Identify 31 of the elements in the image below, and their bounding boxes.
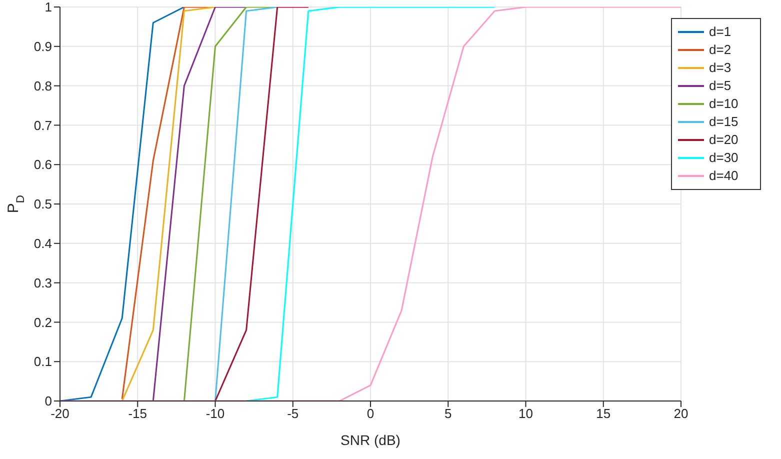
legend-label: d=10 [709,95,738,113]
legend-label: d=20 [709,131,738,149]
y-tick-label: 0.5 [34,196,52,212]
x-tick-label: 15 [596,406,611,422]
y-tick-label: 1 [44,0,52,15]
y-tick-label: 0.9 [34,39,52,54]
line-series [246,7,496,401]
legend-label: d=40 [709,167,738,185]
y-tick-label: 0.1 [34,354,52,370]
x-tick-label: 0 [366,406,374,422]
y-tick-label: 0.3 [34,275,52,290]
y-tick-label: 0.2 [34,314,52,330]
y-tick-label: 0 [44,394,52,409]
x-tick-label: 10 [518,406,533,422]
x-tick-label: -20 [50,406,70,422]
legend-label: d=2 [709,41,732,59]
x-tick-label: -5 [287,406,299,422]
legend-label: d=15 [709,113,738,131]
y-tick-label: 0.7 [34,118,52,133]
y-tick-label: 0.8 [34,78,52,94]
legend-label: d=30 [709,149,738,167]
x-tick-label: 5 [444,406,452,422]
x-axis-title: SNR (dB) [340,432,400,448]
y-tick-label: 0.6 [34,157,52,172]
legend-label: d=5 [709,77,732,95]
x-tick-label: -10 [206,406,225,422]
x-tick-label: 20 [674,406,688,422]
x-tick-label: -15 [128,406,148,422]
legend-label: d=3 [709,59,732,77]
y-tick-label: 0.4 [34,236,52,252]
legend-label: d=1 [709,23,732,41]
